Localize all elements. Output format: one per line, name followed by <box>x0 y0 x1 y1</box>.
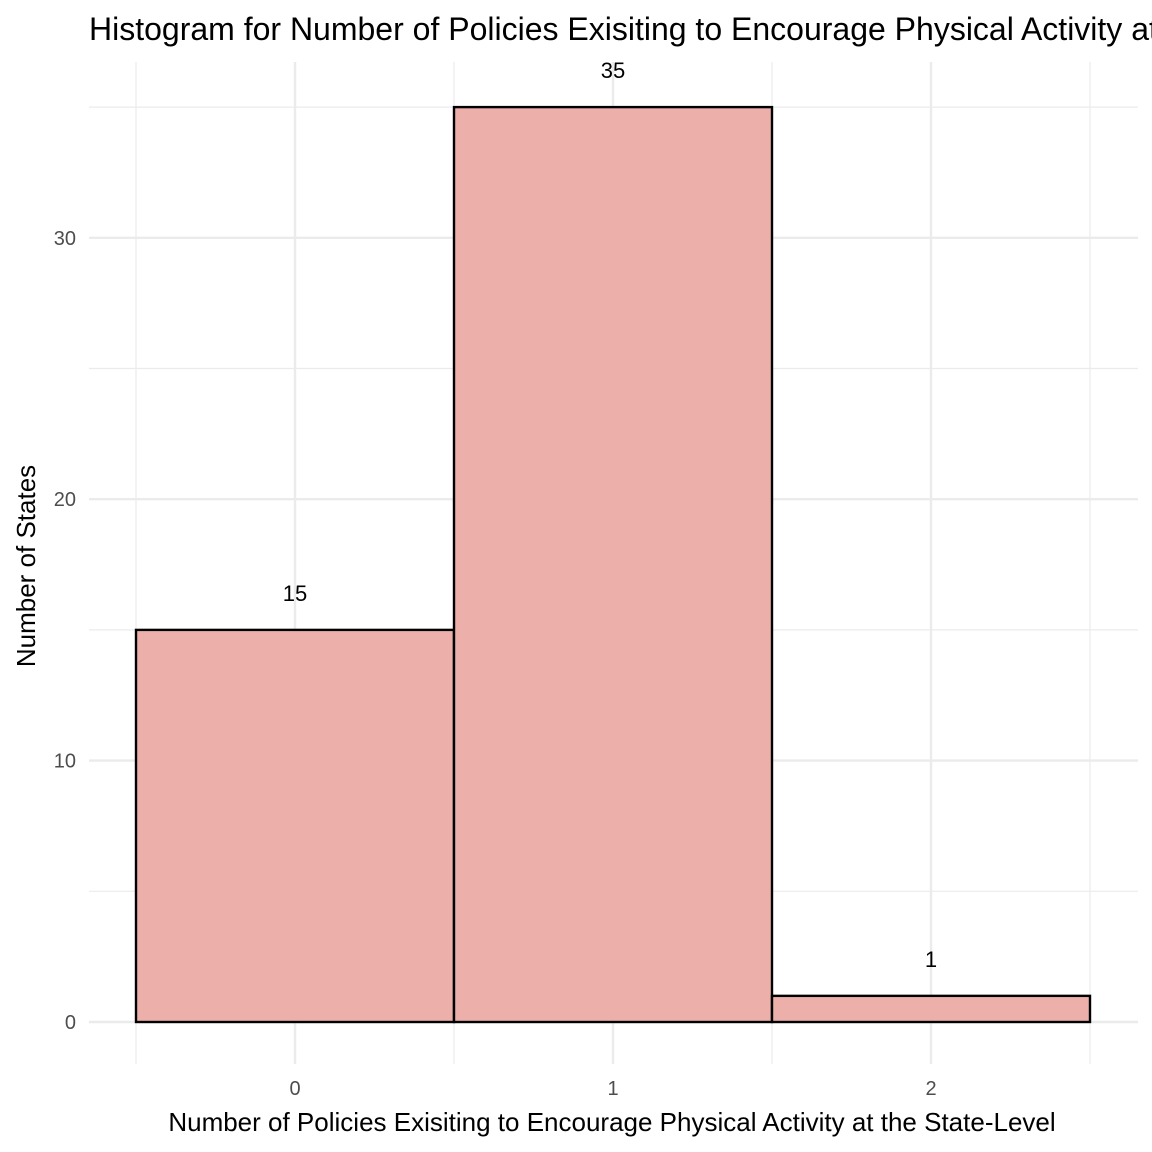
histogram-bar <box>452 105 774 1024</box>
x-tick-label: 2 <box>925 1078 936 1100</box>
x-tick-label: 0 <box>289 1078 300 1100</box>
x-axis-title: Number of Policies Exisiting to Encourag… <box>168 1107 1055 1137</box>
y-tick-label: 30 <box>54 228 76 250</box>
y-tick-label: 10 <box>54 751 76 773</box>
bar-data-label: 35 <box>601 58 625 83</box>
y-axis-title: Number of States <box>11 465 41 667</box>
bar-data-label: 15 <box>283 581 307 606</box>
y-tick-label: 20 <box>54 489 76 511</box>
histogram-bar <box>134 628 456 1024</box>
histogram-bar <box>770 994 1092 1024</box>
bar-data-label: 1 <box>925 947 937 972</box>
x-axis-ticks: 0 1 2 <box>289 1078 936 1100</box>
y-axis-ticks: 0 10 20 30 <box>54 228 76 1034</box>
chart-title: Histogram for Number of Policies Exisiti… <box>89 11 1152 47</box>
bars <box>134 105 1092 1024</box>
data-labels: 15 35 1 <box>283 58 937 972</box>
x-tick-label: 1 <box>607 1078 618 1100</box>
y-tick-label: 0 <box>65 1012 76 1034</box>
